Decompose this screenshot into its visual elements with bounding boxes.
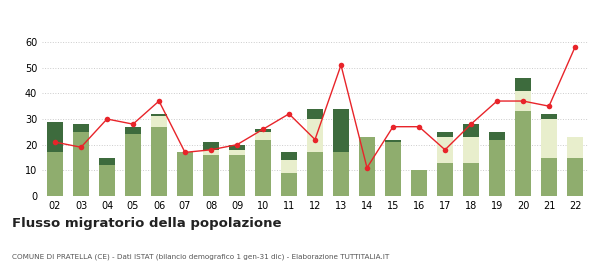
Bar — [385, 139, 401, 142]
Bar — [281, 160, 298, 173]
Bar — [176, 152, 193, 196]
Bar — [488, 139, 505, 196]
Bar — [73, 132, 89, 196]
Bar — [332, 152, 349, 196]
Bar — [151, 114, 167, 116]
Bar — [541, 114, 557, 119]
Bar — [125, 127, 142, 134]
Bar — [463, 124, 479, 137]
Bar — [515, 91, 532, 111]
Bar — [566, 137, 583, 157]
Bar — [437, 132, 454, 137]
Bar — [47, 122, 64, 152]
Bar — [566, 157, 583, 196]
Bar — [47, 152, 64, 196]
Bar — [488, 132, 505, 139]
Bar — [281, 173, 298, 196]
Bar — [307, 152, 323, 196]
Bar — [229, 150, 245, 155]
Bar — [281, 152, 298, 160]
Bar — [437, 137, 454, 163]
Bar — [203, 155, 220, 196]
Bar — [73, 124, 89, 132]
Bar — [98, 157, 115, 165]
Bar — [385, 142, 401, 196]
Bar — [125, 134, 142, 196]
Bar — [229, 145, 245, 150]
Bar — [307, 119, 323, 152]
Bar — [203, 150, 220, 155]
Bar — [541, 119, 557, 157]
Bar — [229, 155, 245, 196]
Bar — [515, 78, 532, 91]
Bar — [463, 163, 479, 196]
Bar — [254, 139, 271, 196]
Bar — [359, 137, 376, 196]
Bar — [437, 163, 454, 196]
Bar — [254, 132, 271, 139]
Bar — [151, 127, 167, 196]
Bar — [410, 170, 427, 196]
Bar — [203, 142, 220, 150]
Text: COMUNE DI PRATELLA (CE) - Dati ISTAT (bilancio demografico 1 gen-31 dic) - Elabo: COMUNE DI PRATELLA (CE) - Dati ISTAT (bi… — [12, 253, 389, 260]
Text: Flusso migratorio della popolazione: Flusso migratorio della popolazione — [12, 217, 281, 230]
Bar — [307, 109, 323, 119]
Bar — [332, 109, 349, 152]
Bar — [254, 129, 271, 132]
Bar — [151, 116, 167, 127]
Bar — [541, 157, 557, 196]
Bar — [515, 111, 532, 196]
Bar — [98, 165, 115, 196]
Bar — [463, 137, 479, 163]
